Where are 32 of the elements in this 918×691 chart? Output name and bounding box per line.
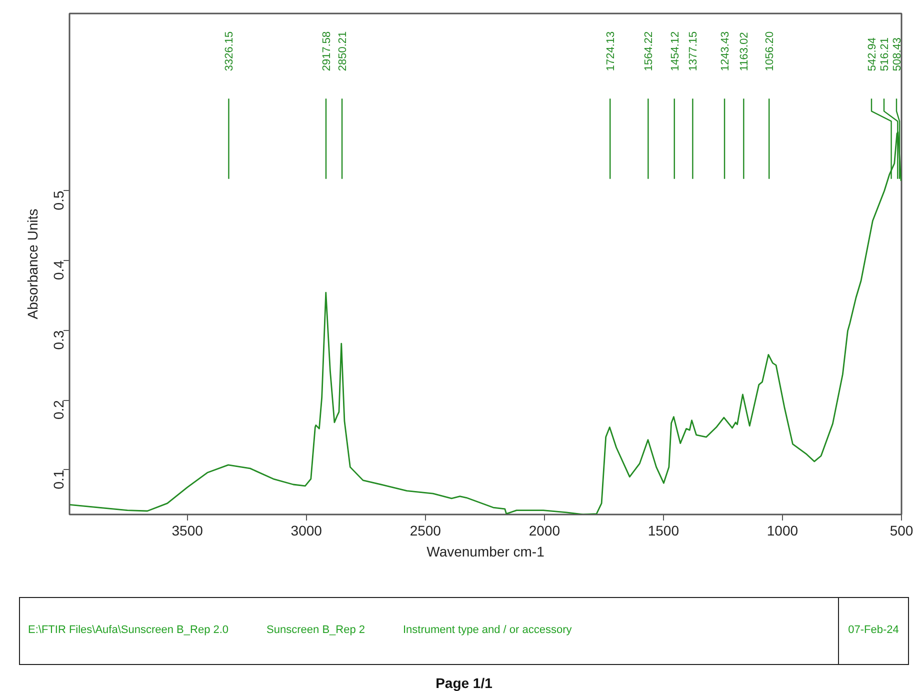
ref-line-label: 1564.22 <box>643 31 656 72</box>
ref-line-label: 516.21 <box>879 37 891 72</box>
ref-line-label: 1724.13 <box>605 31 618 72</box>
ref-line-label: 2917.58 <box>320 31 333 72</box>
y-tick-label: 0.5 <box>50 190 66 210</box>
y-axis-title: Absorbance Units <box>24 208 40 320</box>
text: Instrument type and / or accessory <box>403 623 572 638</box>
text: E:\FTIR Files\Aufa\Sunscreen B_Rep 2.0 <box>28 623 229 638</box>
ref-line-label: 2850.21 <box>337 31 350 72</box>
ref-line-label: 542.94 <box>866 37 878 72</box>
y-tick-label: 0.3 <box>50 330 66 350</box>
text: Sunscreen B_Rep 2 <box>266 623 365 638</box>
text: 07-Feb-24 <box>838 598 908 664</box>
x-tick-label: 3500 <box>172 522 204 538</box>
x-axis-title: Wavenumber cm-1 <box>426 544 545 560</box>
x-tick-label: 1000 <box>766 522 798 538</box>
y-tick-label: 0.2 <box>50 400 66 420</box>
ref-line-label: 3326.15 <box>224 31 236 72</box>
x-tick-label: 2500 <box>410 522 442 538</box>
ref-line-label: 1243.43 <box>720 31 732 72</box>
x-tick-label: 500 <box>890 522 914 538</box>
ref-line-label: 1056.20 <box>764 31 776 72</box>
y-tick-label: 0.1 <box>50 470 66 490</box>
x-tick-label: 1500 <box>648 522 680 538</box>
y-tick-label: 0.4 <box>50 260 66 280</box>
x-tick-label: 3000 <box>290 522 322 538</box>
ref-line-label: 1163.02 <box>738 32 751 72</box>
ref-line-label: 1377.15 <box>688 31 700 72</box>
ref-line-label: 1454.12 <box>669 31 682 72</box>
text: Page 1/1 <box>434 674 494 691</box>
x-tick-label: 2000 <box>528 522 560 538</box>
ref-line-label: 508.43 <box>892 37 904 72</box>
